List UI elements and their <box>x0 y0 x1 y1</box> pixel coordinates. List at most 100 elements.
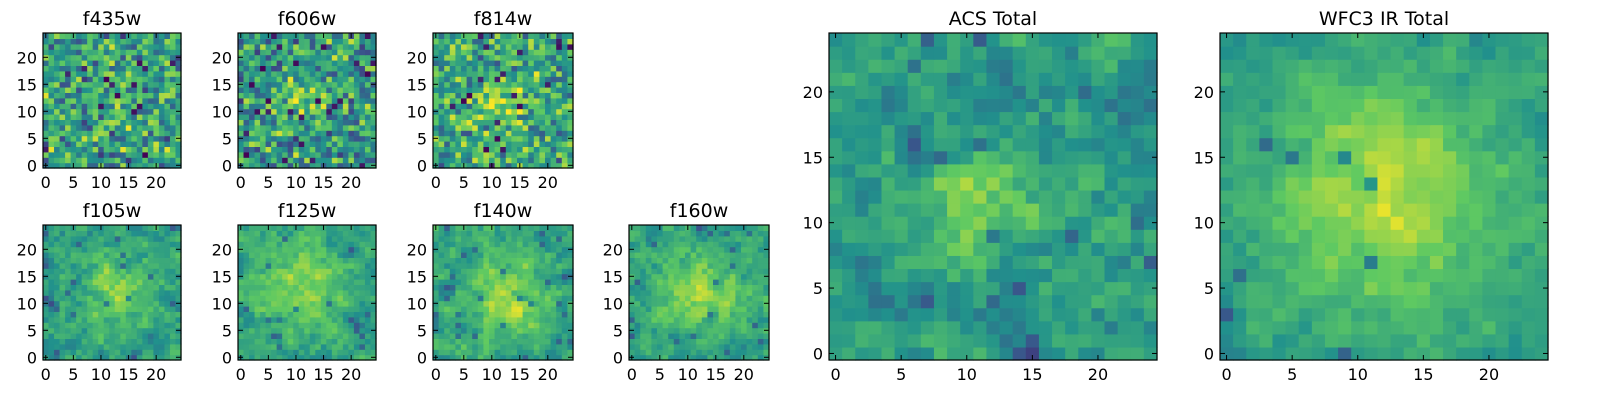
heatmap-cell <box>142 97 149 104</box>
heatmap-cell <box>461 130 468 137</box>
heatmap-cell <box>505 349 512 356</box>
heatmap-cell <box>444 230 451 237</box>
heatmap-cell <box>254 316 261 323</box>
heatmap-cell <box>461 262 468 269</box>
heatmap-cell <box>724 284 731 291</box>
heatmap-cell <box>550 54 557 61</box>
heatmap-cell <box>556 349 563 356</box>
heatmap-cell <box>500 279 507 285</box>
heatmap-cell <box>125 338 132 345</box>
heatmap-cell <box>477 54 484 61</box>
heatmap-cell <box>511 306 518 312</box>
heatmap-cell <box>433 284 440 291</box>
heatmap-cell <box>304 162 311 169</box>
heatmap-cell <box>125 289 132 296</box>
heatmap-cell <box>282 311 289 318</box>
heatmap-cell <box>701 343 708 350</box>
heatmap-cell <box>449 92 456 99</box>
heatmap-cell <box>634 257 641 264</box>
heatmap-cell <box>125 141 132 147</box>
heatmap-cell <box>260 87 267 93</box>
heatmap-cell <box>309 327 316 334</box>
heatmap-cell <box>43 92 50 99</box>
heatmap-cell <box>359 87 366 93</box>
heatmap-cell <box>489 54 496 61</box>
heatmap-cell <box>87 33 94 39</box>
heatmap-cell <box>337 38 344 45</box>
heatmap-cell <box>489 81 496 88</box>
heatmap-cell <box>142 81 149 88</box>
heatmap-cell <box>353 124 361 131</box>
heatmap-cell <box>522 135 529 142</box>
heatmap-cell <box>359 43 366 50</box>
heatmap-cell <box>735 338 742 345</box>
heatmap-cell <box>65 151 72 158</box>
heatmap-cell <box>120 246 127 253</box>
heatmap-cell <box>243 87 250 93</box>
heatmap-cell <box>461 87 468 93</box>
heatmap-cell <box>276 87 283 93</box>
heatmap-cell <box>98 349 105 356</box>
heatmap-cell <box>746 284 753 291</box>
heatmap-cell <box>662 262 669 269</box>
heatmap-cell <box>353 257 361 264</box>
heatmap-cell <box>142 257 149 264</box>
heatmap-cell <box>461 338 468 345</box>
heatmap-cell <box>260 135 267 142</box>
heatmap-cell <box>438 300 445 307</box>
heatmap-cell <box>494 43 501 50</box>
heatmap-cell <box>973 176 988 191</box>
heatmap-cell <box>260 322 267 329</box>
heatmap-cell <box>550 76 557 83</box>
heatmap-cell <box>287 354 294 361</box>
heatmap-cell <box>243 252 250 258</box>
heatmap-cell <box>76 343 83 350</box>
heatmap-cell <box>757 354 764 361</box>
heatmap-cell <box>370 38 377 45</box>
heatmap-cell <box>65 119 72 126</box>
heatmap-cell <box>70 235 77 242</box>
heatmap-cell <box>309 124 316 131</box>
heatmap-cell <box>757 279 764 285</box>
heatmap-cell <box>567 76 574 83</box>
heatmap-cell <box>298 87 305 93</box>
heatmap-cell <box>999 333 1014 348</box>
heatmap-cell <box>713 241 720 248</box>
heatmap-cell <box>1143 294 1158 309</box>
heatmap-cell <box>960 203 974 217</box>
heatmap-cell <box>265 81 272 88</box>
heatmap-cell <box>359 327 366 334</box>
heatmap-cell <box>455 103 462 110</box>
heatmap-cell <box>81 60 88 66</box>
heatmap-cell <box>103 76 110 83</box>
heatmap-cell <box>265 130 272 137</box>
heatmap-cell <box>109 225 116 231</box>
heatmap-cell <box>265 135 272 142</box>
heatmap-cell <box>81 103 88 110</box>
heatmap-cell <box>320 235 327 242</box>
heatmap-cell <box>293 306 300 312</box>
heatmap-cell <box>724 235 731 242</box>
heatmap-cell <box>729 257 736 264</box>
heatmap-cell <box>315 268 322 275</box>
heatmap-cell <box>438 333 445 339</box>
heatmap-cell <box>175 70 182 77</box>
heatmap-cell <box>364 311 372 318</box>
heatmap-cell <box>500 268 507 275</box>
heatmap-cell <box>455 306 462 312</box>
heatmap-cell <box>477 295 484 302</box>
heatmap-cell <box>147 65 154 72</box>
heatmap-cell <box>477 49 484 56</box>
heatmap-cell <box>103 33 110 39</box>
heatmap-cell <box>707 322 714 329</box>
heatmap-cell <box>265 141 272 147</box>
heatmap-cell <box>550 284 557 291</box>
heatmap-cell <box>550 162 557 169</box>
heatmap-cell <box>1025 176 1040 191</box>
heatmap-cell <box>433 316 440 323</box>
heatmap-cell <box>629 230 636 237</box>
heatmap-cell <box>673 225 680 231</box>
heatmap-cell <box>348 252 355 258</box>
heatmap-cell <box>276 311 283 318</box>
heatmap-cell <box>265 333 272 339</box>
